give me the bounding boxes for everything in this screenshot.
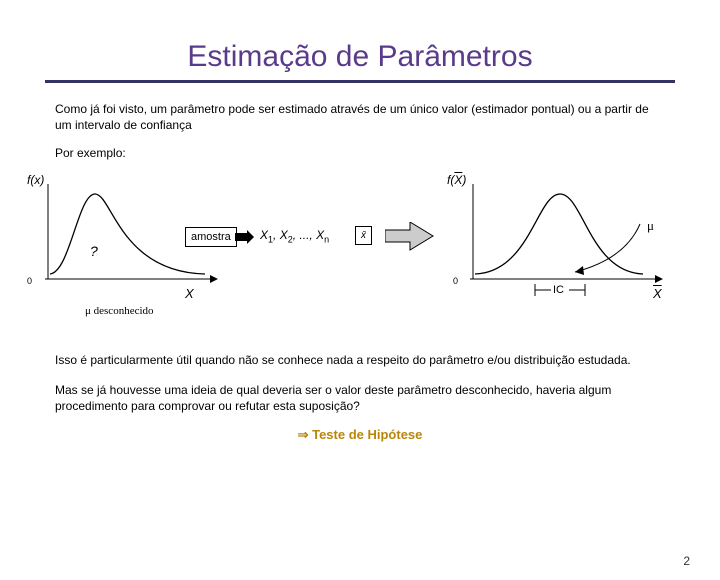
ic-label: IC <box>553 283 564 298</box>
amostra-box: amostra <box>185 227 237 248</box>
right-zero: 0 <box>453 275 458 287</box>
right-axis-label: f(X) <box>447 172 466 188</box>
paragraph-3: Isso é particularmente útil quando não s… <box>55 352 665 368</box>
amostra-arrow <box>235 230 255 244</box>
page-number: 2 <box>683 554 690 568</box>
left-x-label: X <box>185 285 194 303</box>
left-curve-path <box>50 194 205 274</box>
paragraph-2: Por exemplo: <box>55 145 665 161</box>
xbar-box: x̄ <box>355 226 372 246</box>
paragraph-1: Como já foi visto, um parâmetro pode ser… <box>55 101 665 133</box>
mu-unknown: μ desconhecido <box>85 304 154 319</box>
page-title: Estimação de Parâmetros <box>0 40 720 74</box>
mu-arrowhead <box>575 266 584 275</box>
paragraph-4: Mas se já houvesse uma ideia de qual dev… <box>55 382 665 414</box>
left-x-arrow <box>210 275 218 283</box>
right-curve <box>465 184 665 314</box>
right-x-arrow <box>655 275 663 283</box>
conclusion: ⇒ Teste de Hipótese <box>55 426 665 444</box>
mu-label: μ <box>647 217 654 235</box>
right-curve-path <box>475 194 643 274</box>
sample-sequence: X1, X2, ..., Xn <box>260 227 329 246</box>
mu-arrow <box>575 224 640 272</box>
right-x-label: X <box>653 285 662 303</box>
question-mark: ? <box>90 242 98 261</box>
diagram: f(x) 0 ? X μ desconhecido amostra X1, X2… <box>55 172 665 347</box>
content-area: Como já foi visto, um parâmetro pode ser… <box>0 83 720 444</box>
big-arrow-icon <box>385 222 437 252</box>
left-zero: 0 <box>27 275 32 287</box>
